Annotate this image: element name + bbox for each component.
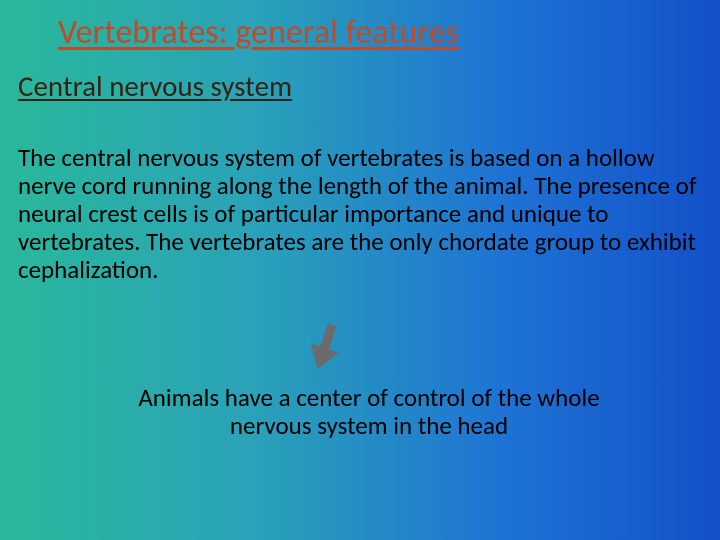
body-text: The central nervous system of vertebrate… <box>18 144 704 284</box>
slide-subtitle: Central nervous system <box>18 68 292 104</box>
arrow-down-icon <box>306 322 344 372</box>
slide-title: Vertebrates: general features <box>58 12 459 53</box>
slide: Vertebrates: general features Central ne… <box>0 0 720 540</box>
caption-text: Animals have a center of control of the … <box>108 384 630 440</box>
